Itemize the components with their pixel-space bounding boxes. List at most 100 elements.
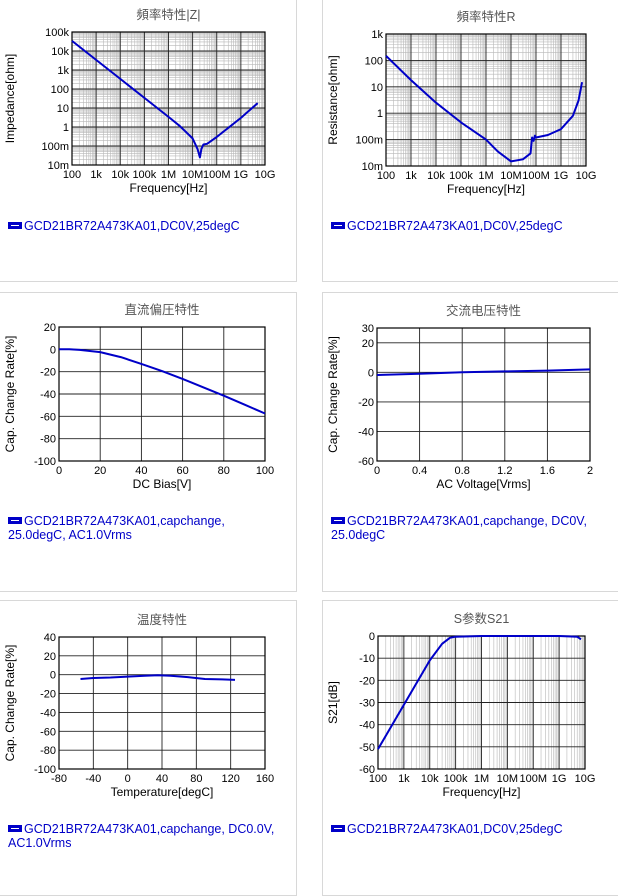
y-tick-label: -100 — [34, 456, 56, 468]
y-tick-label: 0 — [50, 344, 56, 356]
series-line-0 — [377, 635, 582, 750]
x-tick-label: -80 — [51, 773, 67, 785]
x-tick-label: 10G — [576, 170, 597, 182]
y-tick-label: 10k — [51, 46, 69, 58]
y-tick-label: -60 — [40, 726, 56, 738]
x-tick-label: 0.8 — [455, 465, 470, 477]
y-tick-label: -20 — [40, 367, 56, 379]
dc-bias-legend[interactable]: GCD21BR72A473KA01,capchange, 25.0degC, A… — [8, 514, 225, 542]
x-axis-label: AC Voltage[Vrms] — [436, 477, 530, 491]
x-tick-label: 80 — [218, 465, 230, 477]
y-tick-label: -20 — [359, 675, 375, 687]
y-tick-label: 10 — [371, 82, 383, 94]
s21-legend[interactable]: GCD21BR72A473KA01,DC0V,25degC — [331, 822, 563, 836]
grid-lines — [385, 33, 587, 167]
x-tick-label: -40 — [85, 773, 101, 785]
x-tick-label: 1M — [474, 773, 489, 785]
legend-swatch-icon — [8, 825, 22, 833]
impedance-legend[interactable]: GCD21BR72A473KA01,DC0V,25degC — [8, 219, 240, 233]
y-tick-label: 100k — [45, 27, 69, 39]
series-line-0 — [376, 368, 591, 376]
y-tick-label: -20 — [358, 397, 374, 409]
y-axis-label: Cap. Change Rate[%] — [3, 336, 17, 453]
y-tick-label: 1 — [377, 108, 383, 120]
y-axis-label: S21[dB] — [326, 681, 340, 724]
x-axis-label: Frequency[Hz] — [447, 182, 525, 196]
x-tick-label: 1k — [90, 169, 102, 181]
resistance-legend[interactable]: GCD21BR72A473KA01,DC0V,25degC — [331, 219, 563, 233]
x-tick-label: 10M — [500, 170, 521, 182]
x-tick-label: 10M — [182, 169, 203, 181]
y-tick-label: -40 — [40, 389, 56, 401]
chart-title: 頻率特性|Z| — [136, 7, 200, 22]
x-tick-label: 1k — [405, 170, 417, 182]
y-tick-label: 20 — [362, 338, 374, 350]
x-tick-label: 100M — [203, 169, 231, 181]
x-tick-label: 100k — [132, 169, 156, 181]
x-tick-label: 1G — [554, 170, 569, 182]
x-tick-label: 10G — [575, 773, 596, 785]
y-tick-label: 10 — [57, 103, 69, 115]
plot-frame — [385, 33, 587, 167]
y-tick-label: 1k — [371, 29, 383, 41]
y-tick-label: -60 — [40, 411, 56, 423]
legend-text: GCD21BR72A473KA01,DC0V,25degC — [347, 822, 563, 836]
x-tick-label: 80 — [190, 773, 202, 785]
y-tick-label: -80 — [40, 745, 56, 757]
chart-title: 直流偏圧特性 — [124, 302, 199, 317]
y-tick-label: 1 — [63, 122, 69, 134]
s21-panel: 100 1k 10k 100k 1M 10M 100M 1G 10G -60 -50 -40 -30 -2… — [322, 600, 618, 896]
x-tick-label: 100M — [522, 170, 550, 182]
grid-lines — [377, 635, 586, 770]
ac-voltage-legend[interactable]: GCD21BR72A473KA01,capchange, DC0V, 25.0d… — [331, 514, 587, 542]
legend-swatch-icon — [331, 517, 345, 525]
s21-chart: 100 1k 10k 100k 1M 10M 100M 1G 10G -60 -50 -40 -30 -2… — [326, 611, 596, 799]
y-tick-label: 1k — [57, 65, 69, 77]
impedance-panel: 100 1k 10k 100k 1M 10M 100M 1G 10G 10m 100m 1 10 100 1… — [0, 0, 297, 282]
series-line-0 — [385, 55, 584, 163]
chart-title: 頻率特性R — [456, 9, 515, 24]
x-tick-label: 10k — [421, 773, 439, 785]
temperature-panel: -80 -40 0 40 80 120 160 -100 -80 -60 -40 -20 0 20 40 温度… — [0, 600, 297, 896]
y-axis-label: Cap. Change Rate[%] — [326, 336, 340, 453]
y-tick-label: 40 — [44, 632, 56, 644]
x-tick-label: 100k — [444, 773, 468, 785]
y-tick-label: -50 — [359, 742, 375, 754]
temperature-legend[interactable]: GCD21BR72A473KA01,capchange, DC0.0V, AC1… — [8, 822, 274, 850]
x-tick-label: 100 — [369, 773, 387, 785]
grid-lines — [71, 31, 266, 166]
y-tick-label: -40 — [358, 426, 374, 438]
y-tick-label: 100 — [365, 55, 383, 67]
series-line-0 — [71, 40, 259, 159]
y-tick-label: 0 — [369, 631, 375, 643]
ac-voltage-chart: 0 0.4 0.8 1.2 1.6 2 -60 -40 -20 0 20 30 交流电压特性 AC Vol… — [326, 303, 593, 491]
resistance-panel: 100 1k 10k 100k 1M 10M 100M 1G 10G 10m 100m 1 10 100 1… — [322, 0, 618, 282]
x-tick-label: 0 — [374, 465, 380, 477]
y-tick-label: -20 — [40, 689, 56, 701]
x-axis-label: DC Bias[V] — [133, 477, 192, 491]
y-tick-label: 0 — [368, 367, 374, 379]
x-tick-label: 1.6 — [540, 465, 555, 477]
y-tick-label: -40 — [359, 720, 375, 732]
x-tick-label: 100 — [256, 465, 274, 477]
y-tick-label: 100m — [355, 135, 383, 147]
series-line-0 — [80, 674, 236, 681]
legend-text: GCD21BR72A473KA01,capchange, DC0V, 25.0d… — [331, 514, 587, 542]
temperature-chart: -80 -40 0 40 80 120 160-100-80-60-40-2002040温度… — [3, 612, 274, 799]
y-tick-label: 100m — [41, 141, 69, 153]
x-tick-label: 0 — [56, 465, 62, 477]
x-tick-label: 1k — [398, 773, 410, 785]
plot-frame — [58, 636, 266, 770]
x-tick-label: 1G — [234, 169, 249, 181]
x-axis-label: Frequency[Hz] — [129, 181, 207, 195]
x-axis-label: Frequency[Hz] — [442, 785, 520, 799]
x-tick-label: 10M — [497, 773, 518, 785]
x-tick-label: 100 — [63, 169, 81, 181]
x-tick-label: 1.2 — [497, 465, 512, 477]
legend-swatch-icon — [8, 517, 22, 525]
x-tick-label: 0 — [125, 773, 131, 785]
plot-frame — [58, 326, 266, 462]
legend-text: GCD21BR72A473KA01,DC0V,25degC — [347, 219, 563, 233]
y-tick-label: 0 — [50, 670, 56, 682]
legend-swatch-icon — [8, 222, 22, 230]
